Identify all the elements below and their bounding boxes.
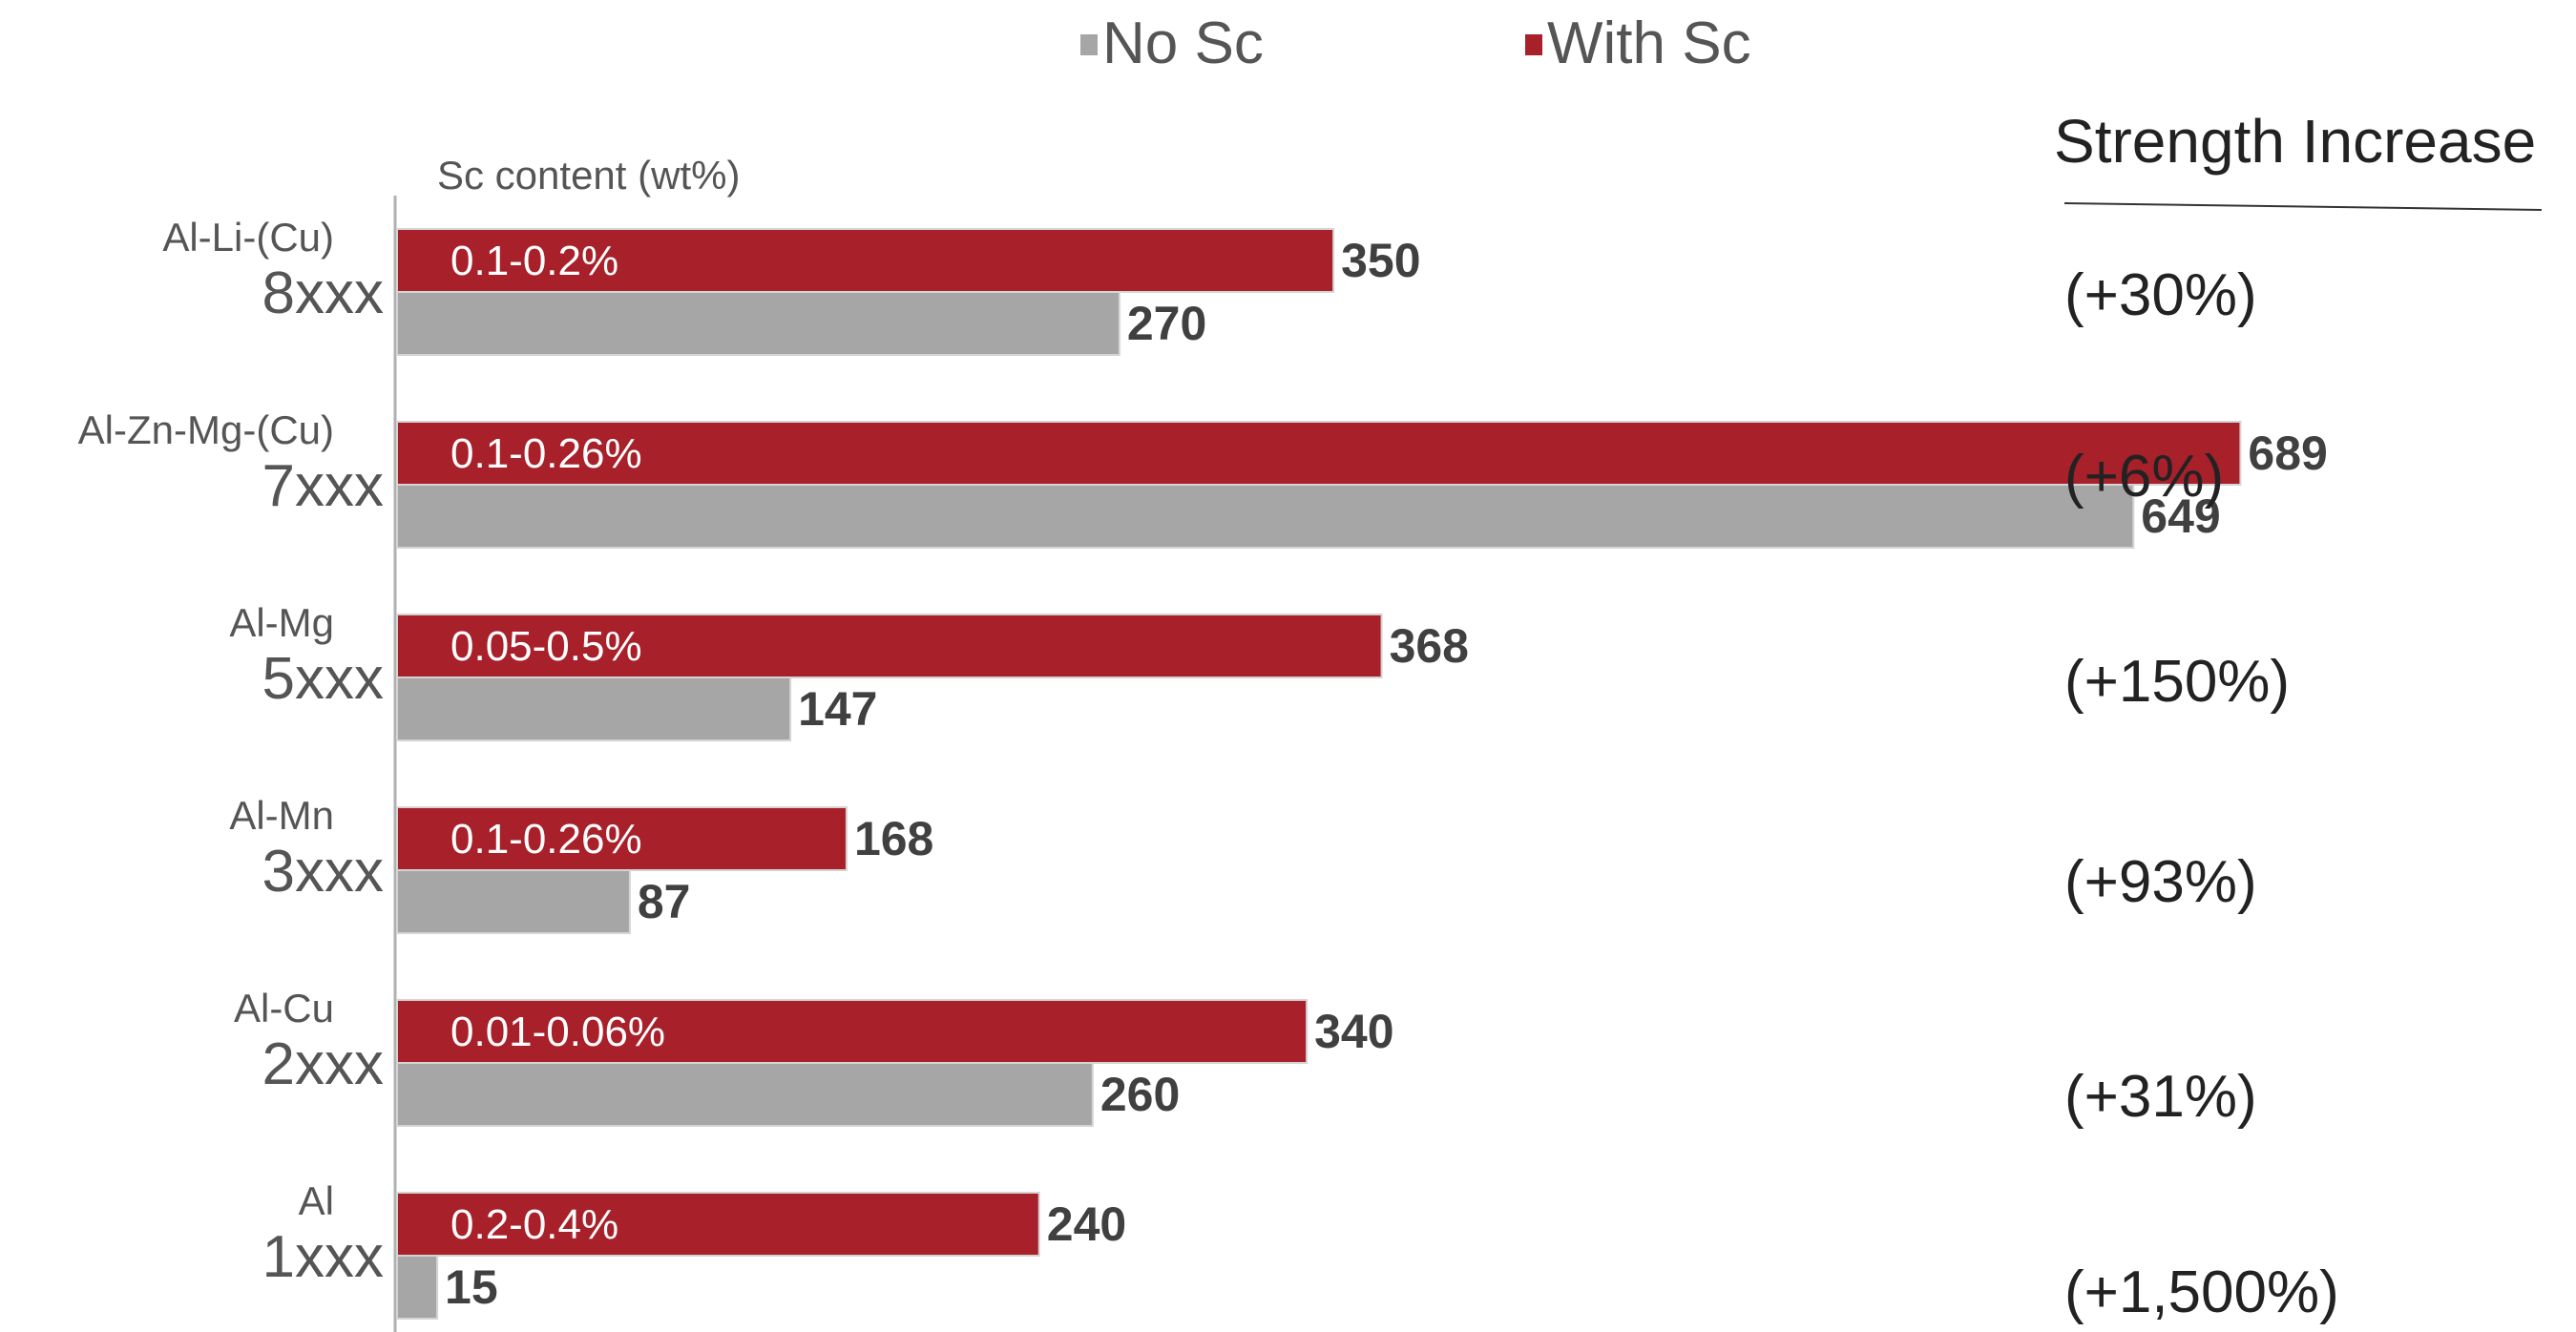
bar-no-sc-7xxx	[396, 484, 2135, 549]
value-label-with-sc-3xxx: 168	[854, 812, 933, 865]
alloy-code-label-5xxx: 5xxx	[262, 646, 384, 712]
value-label-no-sc-5xxx: 147	[798, 682, 877, 736]
alloy-family-label-1xxx: Al	[299, 1178, 334, 1223]
bar-no-sc-1xxx	[396, 1255, 439, 1320]
value-label-with-sc-7xxx: 689	[2248, 427, 2327, 480]
bar-no-sc-8xxx	[396, 291, 1120, 356]
sc-content-label-7xxx: 0.1-0.26%	[450, 430, 642, 477]
strength-increase-5xxx: (+150%)	[2064, 649, 2290, 715]
bar-with-sc-5xxx	[396, 614, 1383, 678]
alloy-code-label-7xxx: 7xxx	[262, 453, 384, 519]
bar-with-sc-7xxx	[396, 421, 2242, 486]
legend-swatch-with-sc	[1525, 34, 1542, 55]
value-label-no-sc-2xxx: 260	[1100, 1068, 1180, 1121]
legend-label-no-sc: No Sc	[1102, 10, 1264, 76]
bar-no-sc-5xxx	[396, 676, 792, 741]
bar-with-sc-1xxx	[396, 1192, 1040, 1257]
strength-increase-1xxx: (+1,500%)	[2064, 1259, 2339, 1325]
alloy-code-label-2xxx: 2xxx	[262, 1031, 384, 1097]
bar-with-sc-2xxx	[396, 999, 1309, 1064]
alloy-code-label-8xxx: 8xxx	[262, 260, 384, 326]
legend-label-with-sc: With Sc	[1547, 10, 1751, 76]
sc-content-label-8xxx: 0.1-0.2%	[450, 238, 618, 284]
bars-group	[396, 228, 2242, 1320]
legend-swatch-no-sc	[1080, 34, 1098, 55]
value-label-with-sc-1xxx: 240	[1047, 1197, 1126, 1251]
sc-content-label-3xxx: 0.1-0.26%	[450, 816, 642, 863]
value-label-no-sc-7xxx: 649	[2141, 489, 2220, 543]
strength-increase-7xxx: (+6%)	[2064, 444, 2224, 510]
sc-content-label-2xxx: 0.01-0.06%	[450, 1009, 665, 1055]
strength-increase-8xxx: (+30%)	[2064, 262, 2257, 328]
alloy-family-label-3xxx: Al-Mn	[229, 793, 334, 838]
value-label-no-sc-8xxx: 270	[1127, 297, 1206, 350]
bar-no-sc-2xxx	[396, 1062, 1094, 1127]
value-label-no-sc-3xxx: 87	[638, 875, 691, 928]
value-label-with-sc-8xxx: 350	[1341, 234, 1420, 287]
alloy-family-label-8xxx: Al-Li-(Cu)	[162, 215, 334, 260]
alloy-code-label-1xxx: 1xxx	[262, 1224, 384, 1290]
strength-increase-title: Strength Increase	[2054, 107, 2536, 176]
alloy-family-label-2xxx: Al-Cu	[234, 986, 334, 1030]
strength-increase-underline	[2063, 202, 2543, 211]
strength-increase-3xxx: (+93%)	[2064, 849, 2257, 915]
alloy-code-label-3xxx: 3xxx	[262, 839, 384, 905]
axis-title: Sc content (wt%)	[437, 153, 740, 198]
alloy-family-label-7xxx: Al-Zn-Mg-(Cu)	[78, 407, 334, 452]
bar-no-sc-3xxx	[396, 869, 631, 934]
alloy-family-label-5xxx: Al-Mg	[229, 600, 334, 645]
value-label-no-sc-1xxx: 15	[445, 1260, 498, 1314]
value-label-with-sc-5xxx: 368	[1390, 619, 1469, 673]
legend: No Sc With Sc	[1080, 10, 1751, 76]
sc-content-label-1xxx: 0.2-0.4%	[450, 1201, 618, 1248]
labels-group: 0.1-0.2% 350 270 Al-Li-(Cu)8xxx (+30%) 0.1-0.…	[78, 215, 2339, 1325]
sc-content-label-5xxx: 0.05-0.5%	[450, 623, 642, 670]
strength-increase-2xxx: (+31%)	[2064, 1064, 2257, 1130]
value-label-with-sc-2xxx: 340	[1314, 1005, 1393, 1058]
